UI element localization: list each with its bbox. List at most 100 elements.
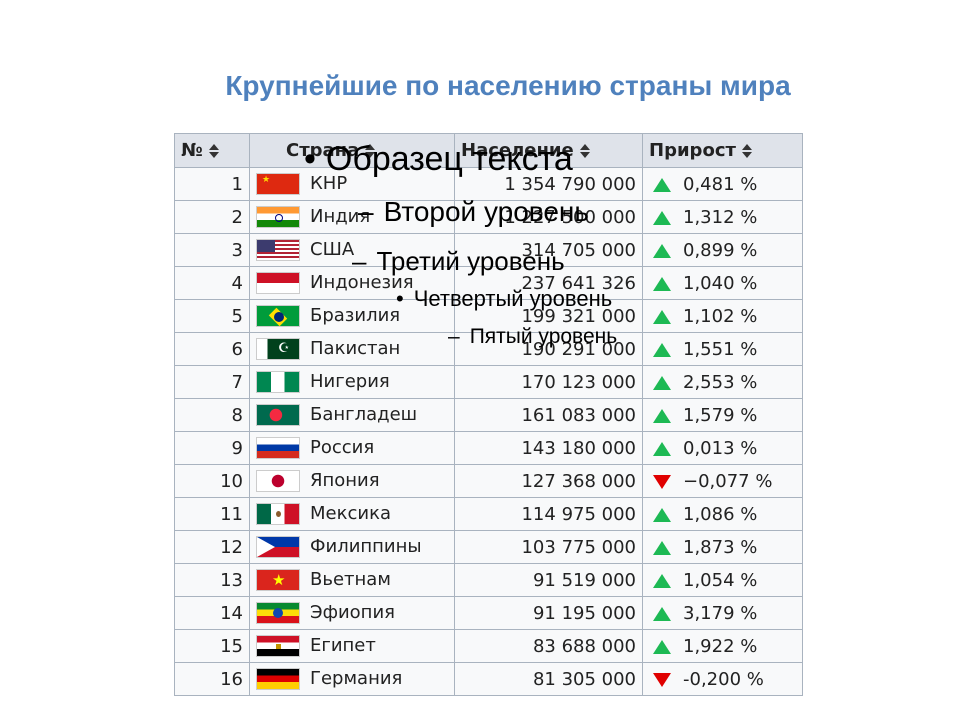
arrow-up-icon xyxy=(653,441,671,456)
country-cell: Египет xyxy=(249,629,455,663)
table-row: 13 ★ Вьетнам 91 519 000 1,054 % xyxy=(174,563,803,597)
table-row: 15 Египет 83 688 000 1,922 % xyxy=(174,629,803,663)
arrow-up-icon xyxy=(653,375,671,390)
population-cell: 91 195 000 xyxy=(454,596,643,630)
country-cell: Япония xyxy=(249,464,455,498)
header-population[interactable]: Население xyxy=(454,133,643,168)
rank-cell: 8 xyxy=(174,398,250,432)
growth-value: 0,899 % xyxy=(683,239,758,261)
country-link[interactable]: Япония xyxy=(310,470,380,491)
rank-cell: 2 xyxy=(174,200,250,234)
header-growth[interactable]: Прирост xyxy=(642,133,803,168)
country-link[interactable]: Индия xyxy=(310,206,371,227)
growth-value: 3,179 % xyxy=(683,602,758,624)
growth-cell: 1,873 % xyxy=(642,530,803,564)
arrow-up-icon xyxy=(653,639,671,654)
country-link[interactable]: Германия xyxy=(310,668,403,689)
rank-cell: 4 xyxy=(174,266,250,300)
population-cell: 143 180 000 xyxy=(454,431,643,465)
header-rank[interactable]: № xyxy=(174,133,250,168)
table-row: 3 США 314 705 000 0,899 % xyxy=(174,233,803,267)
country-link[interactable]: Египет xyxy=(310,635,376,656)
rank-cell: 13 xyxy=(174,563,250,597)
country-link[interactable]: Бангладеш xyxy=(310,404,418,425)
growth-value: 1,579 % xyxy=(683,404,758,426)
sort-icon[interactable] xyxy=(741,144,752,158)
population-cell: 83 688 000 xyxy=(454,629,643,663)
table-row: 8 Бангладеш 161 083 000 1,579 % xyxy=(174,398,803,432)
growth-value: -0,200 % xyxy=(683,668,764,690)
growth-cell: 2,553 % xyxy=(642,365,803,399)
slide-title: Крупнейшие по населению страны мира xyxy=(225,70,791,101)
population-cell: 103 775 000 xyxy=(454,530,643,564)
flag-egypt-icon xyxy=(256,635,300,657)
country-cell: ★ Вьетнам xyxy=(249,563,455,597)
population-cell: 237 641 326 xyxy=(454,266,643,300)
arrow-up-icon xyxy=(653,342,671,357)
growth-value: 1,873 % xyxy=(683,536,758,558)
table-row: 12 Филиппины 103 775 000 1,873 % xyxy=(174,530,803,564)
arrow-down-icon xyxy=(653,474,671,489)
country-link[interactable]: Филиппины xyxy=(310,536,422,557)
arrow-up-icon xyxy=(653,573,671,588)
rank-cell: 11 xyxy=(174,497,250,531)
country-link[interactable]: Мексика xyxy=(310,503,391,524)
growth-cell: 1,054 % xyxy=(642,563,803,597)
arrow-down-icon xyxy=(653,672,671,687)
population-cell: 190 291 000 xyxy=(454,332,643,366)
growth-cell: 0,481 % xyxy=(642,167,803,201)
country-link[interactable]: Вьетнам xyxy=(310,569,391,590)
country-cell: ☪ Пакистан xyxy=(249,332,455,366)
growth-cell: −0,077 % xyxy=(642,464,803,498)
country-cell: Бразилия xyxy=(249,299,455,333)
growth-value: 1,312 % xyxy=(683,206,758,228)
growth-cell: -0,200 % xyxy=(642,662,803,696)
population-cell: 199 321 000 xyxy=(454,299,643,333)
table-row: 11 Мексика 114 975 000 1,086 % xyxy=(174,497,803,531)
table-row: 4 Индонезия 237 641 326 1,040 % xyxy=(174,266,803,300)
sort-icon[interactable] xyxy=(365,144,376,158)
country-link[interactable]: Эфиопия xyxy=(310,602,395,623)
rank-cell: 6 xyxy=(174,332,250,366)
sort-icon[interactable] xyxy=(208,144,219,158)
growth-value: 1,040 % xyxy=(683,272,758,294)
rank-cell: 16 xyxy=(174,662,250,696)
sort-icon[interactable] xyxy=(579,144,590,158)
country-link[interactable]: Россия xyxy=(310,437,375,458)
table-row: 9 Россия 143 180 000 0,013 % xyxy=(174,431,803,465)
flag-ethiopia-icon xyxy=(256,602,300,624)
growth-value: 0,481 % xyxy=(683,173,758,195)
growth-cell: 1,551 % xyxy=(642,332,803,366)
table-row: 16 Германия 81 305 000 -0,200 % xyxy=(174,662,803,696)
growth-value: 2,553 % xyxy=(683,371,758,393)
rank-cell: 9 xyxy=(174,431,250,465)
growth-value: 0,013 % xyxy=(683,437,758,459)
growth-cell: 1,102 % xyxy=(642,299,803,333)
flag-usa-icon xyxy=(256,239,300,261)
header-country[interactable]: Страна xyxy=(249,133,455,168)
country-link[interactable]: Нигерия xyxy=(310,371,390,392)
growth-value: −0,077 % xyxy=(683,470,773,492)
rank-cell: 1 xyxy=(174,167,250,201)
country-link[interactable]: КНР xyxy=(310,173,348,194)
flag-russia-icon xyxy=(256,437,300,459)
population-cell: 161 083 000 xyxy=(454,398,643,432)
country-link[interactable]: Индонезия xyxy=(310,272,414,293)
country-cell: США xyxy=(249,233,455,267)
country-cell: Германия xyxy=(249,662,455,696)
country-cell: Индия xyxy=(249,200,455,234)
growth-value: 1,054 % xyxy=(683,569,758,591)
country-cell: Филиппины xyxy=(249,530,455,564)
country-link[interactable]: США xyxy=(310,239,355,260)
population-cell: 114 975 000 xyxy=(454,497,643,531)
population-cell: 81 305 000 xyxy=(454,662,643,696)
country-link[interactable]: Пакистан xyxy=(310,338,401,359)
growth-cell: 1,040 % xyxy=(642,266,803,300)
flag-mexico-icon xyxy=(256,503,300,525)
growth-cell: 1,086 % xyxy=(642,497,803,531)
country-cell: Нигерия xyxy=(249,365,455,399)
rank-cell: 12 xyxy=(174,530,250,564)
country-link[interactable]: Бразилия xyxy=(310,305,401,326)
arrow-up-icon xyxy=(653,243,671,258)
population-cell: 1 354 790 000 xyxy=(454,167,643,201)
